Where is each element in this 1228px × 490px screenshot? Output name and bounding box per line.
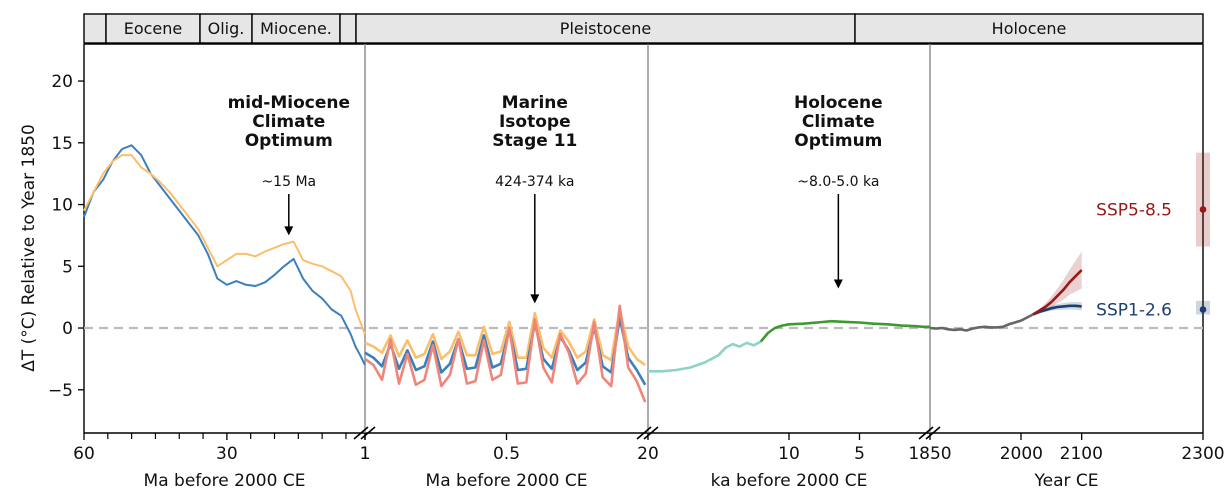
era-cell	[83, 13, 107, 44]
series-line	[759, 319, 930, 343]
era-label: Pleistocene	[560, 19, 651, 38]
era-label: Miocene.	[260, 19, 332, 38]
axis-break-mark	[353, 426, 369, 440]
y-tick-label: −5	[48, 381, 73, 401]
era-label: Eocene	[124, 19, 183, 38]
x-tick-label: 0.5	[493, 444, 520, 464]
median-2300	[1199, 206, 1207, 213]
y-tick-label: 10	[51, 196, 73, 216]
annotation-title: Stage 11	[492, 131, 577, 151]
x-tick-label: 1	[360, 444, 371, 464]
panels-frame	[83, 43, 1204, 440]
series-line	[1032, 304, 1082, 316]
y-axis-label: ΔT (°C) Relative to Year 1850	[19, 124, 39, 372]
era-cell	[251, 13, 341, 44]
series-line	[364, 304, 647, 403]
annotation-title: Marine	[502, 93, 568, 113]
axis-break-mark	[360, 426, 376, 440]
annotation-title: Holocene	[794, 93, 883, 113]
annotation-arrowhead	[284, 226, 294, 236]
series-line	[648, 340, 762, 373]
scenario-label: SSP5-8.5	[1096, 200, 1172, 220]
era-label: Holocene	[992, 19, 1067, 38]
x-axis-label: ka before 2000 CE	[711, 471, 868, 490]
y-tick-label: 15	[51, 134, 73, 154]
x-tick-label: 2000	[1000, 444, 1043, 464]
x-axis-label: Ma before 2000 CE	[426, 471, 588, 490]
axis-break-mark	[925, 426, 941, 440]
annotation-label: ~15 Ma	[261, 174, 316, 190]
x-tick-label: 1850	[908, 444, 951, 464]
era-cell	[339, 13, 357, 44]
x-tick-label: 10	[778, 444, 800, 464]
x-axis: 60 30 1Ma before 2000 CE1 0.5Ma before 2000…	[73, 433, 1225, 490]
annotation-title: Isotope	[499, 112, 571, 132]
series-layer: SSP5-8.5 SSP1-2.6	[83, 144, 1210, 403]
annotation-title: Optimum	[245, 131, 333, 151]
series-line	[929, 313, 1034, 332]
x-tick-label: 20	[637, 444, 659, 464]
annotation-label: ~8.0-5.0 ka	[797, 174, 879, 190]
y-tick-label: 0	[62, 319, 73, 339]
x-tick-label: 60	[73, 444, 95, 464]
series-line	[83, 154, 366, 335]
axis-break-mark	[636, 426, 652, 440]
x-axis-label: Ma before 2000 CE	[144, 471, 306, 490]
series-line	[364, 308, 646, 367]
era-bar: Eocene Olig. Miocene. Pleistocene Holocene	[83, 13, 1204, 44]
x-tick-label: 2300	[1181, 444, 1224, 464]
median-2300	[1199, 306, 1207, 313]
annotation-arrowhead	[833, 279, 843, 289]
series-line	[83, 144, 366, 366]
era-cell	[105, 13, 201, 44]
scenario-label: SSP1-2.6	[1096, 301, 1172, 321]
annotation-arrowhead	[530, 294, 540, 304]
axis-break-mark	[643, 426, 659, 440]
series-line	[1032, 269, 1083, 316]
annotation-title: Climate	[802, 112, 875, 132]
era-cell	[854, 13, 1204, 44]
x-tick-label: 5	[854, 444, 865, 464]
annotation-title: Optimum	[794, 131, 882, 151]
annotation-title: mid-Miocene	[228, 93, 350, 113]
range-2300	[1196, 152, 1210, 247]
x-axis-label: Year CE	[1033, 471, 1098, 490]
era-cell	[199, 13, 253, 44]
x-tick-label: 30	[216, 444, 238, 464]
x-tick-label: 1	[360, 444, 371, 464]
y-axis: −5 0 5 10 15 20	[48, 72, 84, 401]
y-tick-label: 5	[62, 257, 73, 277]
y-tick-label: 20	[51, 72, 73, 92]
era-label: Olig.	[208, 19, 245, 38]
x-tick-label: 2100	[1060, 444, 1103, 464]
axis-break-mark	[918, 426, 934, 440]
uncertainty-band	[1033, 251, 1082, 315]
annotation-title: Climate	[252, 112, 325, 132]
annotation-label: 424-374 ka	[495, 174, 574, 190]
